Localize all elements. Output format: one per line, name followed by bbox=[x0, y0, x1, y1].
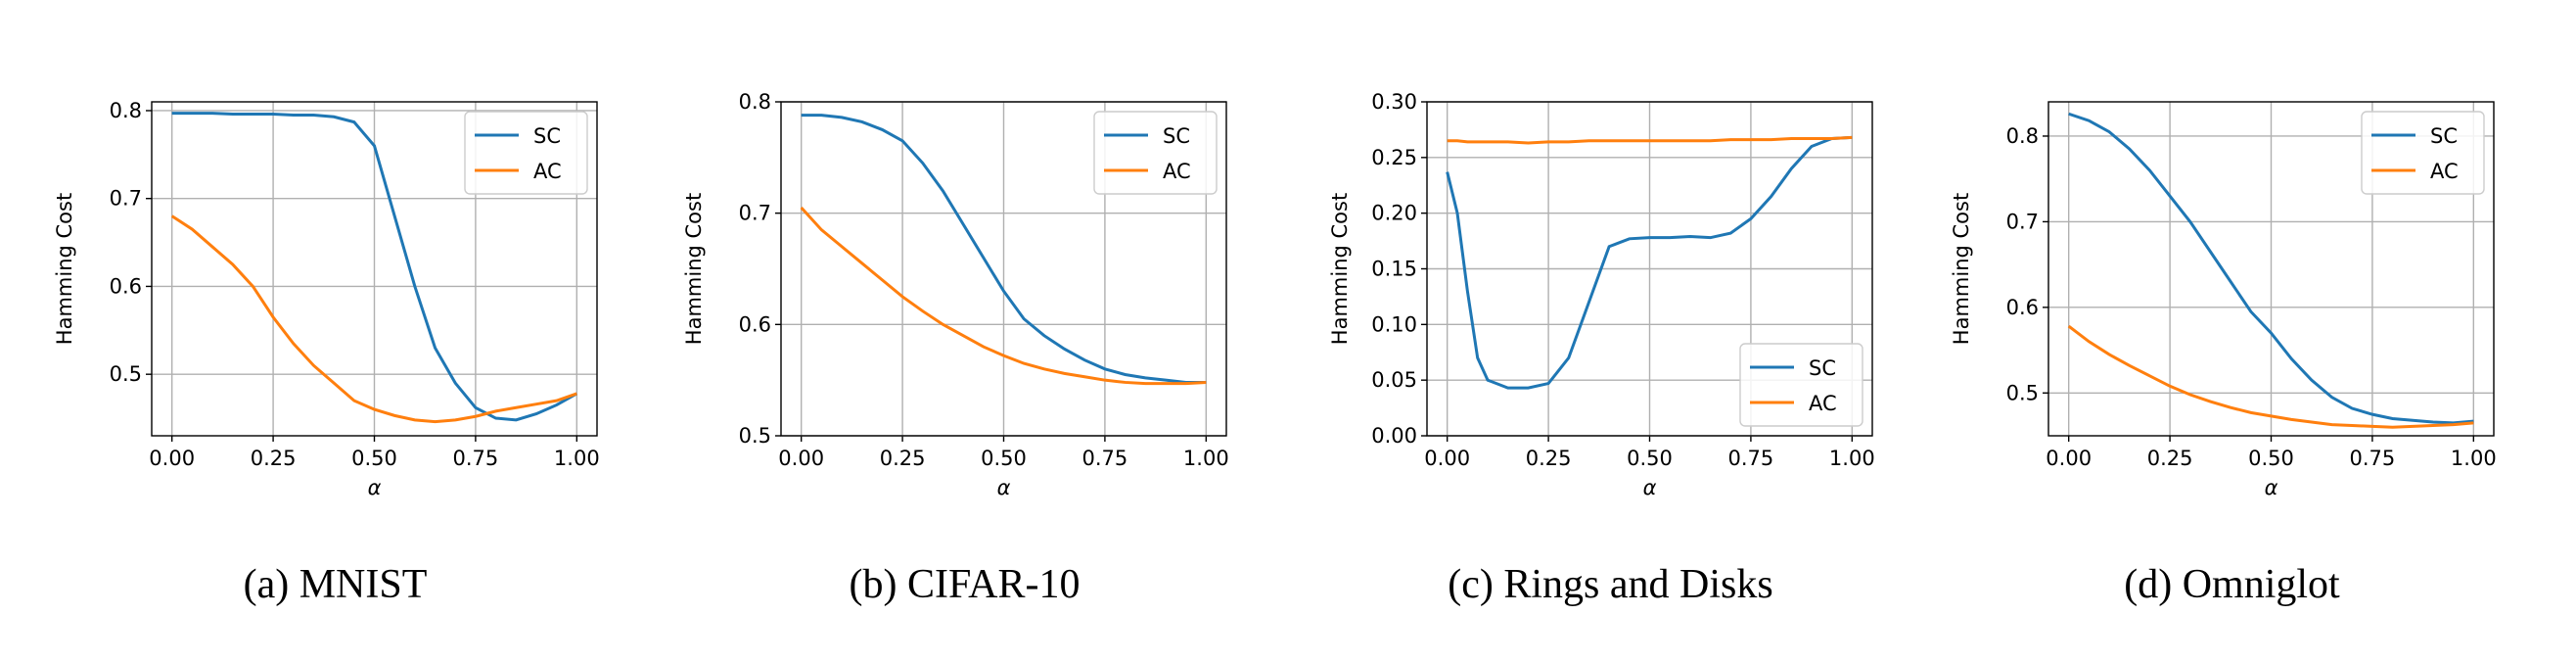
x-tick-label: 1.00 bbox=[1183, 447, 1229, 470]
x-tick-label: 0.25 bbox=[2147, 447, 2193, 470]
x-axis-label: α bbox=[368, 476, 382, 499]
legend-label: SC bbox=[1163, 124, 1190, 148]
y-tick-label: 0.6 bbox=[110, 274, 142, 298]
x-tick-label: 0.00 bbox=[1424, 447, 1470, 470]
x-tick-label: 1.00 bbox=[554, 447, 600, 470]
x-tick-label: 0.75 bbox=[2350, 447, 2396, 470]
y-tick-label: 0.7 bbox=[2006, 210, 2039, 233]
series-line bbox=[2068, 112, 2474, 425]
x-tick-label: 0.50 bbox=[2248, 447, 2294, 470]
series-line bbox=[1446, 135, 1853, 390]
x-tick-label: 1.00 bbox=[2451, 447, 2497, 470]
x-axis-label: α bbox=[2265, 476, 2278, 499]
caption: (a) MNIST bbox=[244, 562, 428, 607]
y-tick-label: 0.5 bbox=[110, 362, 142, 386]
x-tick-label: 0.00 bbox=[778, 447, 824, 470]
y-axis-label: Hamming Cost bbox=[1328, 193, 1352, 345]
y-tick-label: 0.10 bbox=[1371, 312, 1417, 336]
caption: (d) Omniglot bbox=[2124, 562, 2340, 607]
subplot: 0.00 0.25 0.50 0.75 1.00 0.5 0.6 0.7 0.8 α Hamming… bbox=[1950, 101, 2497, 607]
legend-box bbox=[464, 111, 588, 195]
y-tick-label: 0.8 bbox=[2006, 124, 2039, 148]
x-tick-label: 1.00 bbox=[1829, 447, 1875, 470]
y-tick-label: 0.7 bbox=[739, 202, 771, 225]
x-tick-label: 0.75 bbox=[1728, 447, 1774, 470]
legend-box bbox=[1093, 111, 1218, 195]
subplot: 0.00 0.25 0.50 0.75 1.00 0.5 0.6 0.7 0.8 α Hamming… bbox=[53, 99, 600, 607]
legend-box bbox=[1739, 343, 1863, 427]
x-tick-label: 0.00 bbox=[149, 447, 195, 470]
axes-frame bbox=[2047, 101, 2495, 437]
legend-label: AC bbox=[533, 160, 562, 183]
x-tick-label: 0.25 bbox=[1526, 447, 1572, 470]
y-tick-label: 0.6 bbox=[2006, 296, 2039, 319]
x-tick-label: 0.75 bbox=[1082, 447, 1128, 470]
y-tick-label: 0.30 bbox=[1371, 90, 1417, 114]
y-axis-label: Hamming Cost bbox=[682, 193, 706, 345]
x-tick-label: 0.50 bbox=[981, 447, 1027, 470]
legend-label: SC bbox=[533, 124, 561, 148]
legend-label: AC bbox=[2430, 160, 2459, 183]
series-line bbox=[171, 112, 578, 422]
legend-label: AC bbox=[1809, 392, 1837, 415]
legend-box bbox=[2361, 111, 2485, 195]
series-line bbox=[801, 114, 1207, 384]
y-tick-label: 0.5 bbox=[739, 424, 771, 448]
y-tick-label: 0.8 bbox=[110, 99, 142, 122]
y-tick-label: 0.5 bbox=[2006, 381, 2039, 404]
subplot: 0.00 0.25 0.50 0.75 1.00 0.5 0.6 0.7 0.8 α Hamming… bbox=[682, 90, 1229, 607]
y-tick-label: 0.00 bbox=[1371, 424, 1417, 448]
y-axis-label: Hamming Cost bbox=[1950, 193, 1973, 345]
axes-frame bbox=[151, 101, 598, 437]
y-tick-label: 0.05 bbox=[1371, 368, 1417, 392]
y-tick-label: 0.7 bbox=[110, 187, 142, 211]
legend-label: SC bbox=[2430, 124, 2458, 148]
y-tick-label: 0.20 bbox=[1371, 202, 1417, 225]
series-line bbox=[800, 206, 1207, 386]
x-axis-label: α bbox=[1643, 476, 1657, 499]
y-tick-label: 0.6 bbox=[739, 312, 771, 336]
axes-frame bbox=[780, 101, 1227, 437]
x-axis-label: α bbox=[997, 476, 1011, 499]
series-line bbox=[2067, 324, 2474, 429]
series-line bbox=[170, 214, 577, 424]
x-tick-label: 0.50 bbox=[351, 447, 397, 470]
x-tick-label: 0.25 bbox=[251, 447, 297, 470]
caption: (c) Rings and Disks bbox=[1448, 562, 1772, 607]
y-tick-label: 0.25 bbox=[1371, 146, 1417, 169]
y-axis-label: Hamming Cost bbox=[53, 193, 76, 345]
x-tick-label: 0.00 bbox=[2046, 447, 2092, 470]
x-tick-label: 0.50 bbox=[1627, 447, 1673, 470]
caption: (b) CIFAR-10 bbox=[849, 562, 1080, 607]
x-tick-label: 0.25 bbox=[880, 447, 926, 470]
axes-frame bbox=[1426, 101, 1873, 437]
legend-label: SC bbox=[1809, 356, 1836, 380]
y-tick-label: 0.15 bbox=[1371, 258, 1417, 281]
legend-label: AC bbox=[1163, 160, 1191, 183]
x-tick-label: 0.75 bbox=[453, 447, 499, 470]
series-line bbox=[1447, 135, 1853, 145]
subplot: 0.00 0.25 0.50 0.75 1.00 0.00 0.05 0.10 0.15 0.20… bbox=[1328, 90, 1875, 607]
y-tick-label: 0.8 bbox=[739, 90, 771, 114]
